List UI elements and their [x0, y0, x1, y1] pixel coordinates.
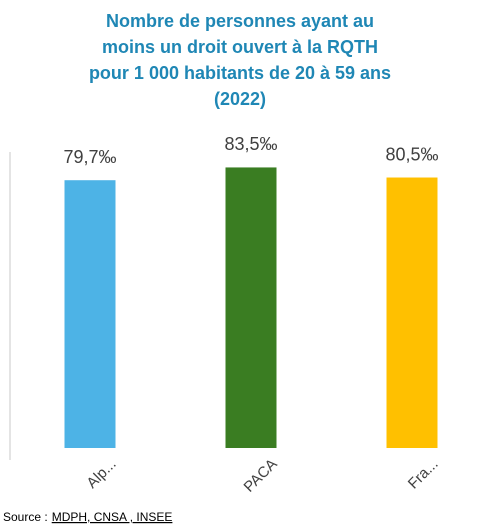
- source-text: MDPH, CNSA , INSEE: [52, 510, 173, 524]
- data-label: 80,5‰: [385, 144, 438, 164]
- bar: [225, 167, 277, 448]
- chart-title: pour 1 000 habitants de 20 à 59 ans: [89, 63, 391, 83]
- data-label: 83,5‰: [224, 134, 277, 154]
- bar: [386, 177, 438, 448]
- bar: [64, 180, 116, 448]
- chart-title: (2022): [214, 89, 266, 109]
- data-label: 79,7‰: [63, 147, 116, 167]
- chart-title: moins un droit ouvert à la RQTH: [102, 37, 378, 57]
- chart-title: Nombre de personnes ayant au: [106, 11, 374, 31]
- source: Source : MDPH, CNSA , INSEE: [3, 510, 172, 524]
- source-label: Source :: [3, 510, 48, 524]
